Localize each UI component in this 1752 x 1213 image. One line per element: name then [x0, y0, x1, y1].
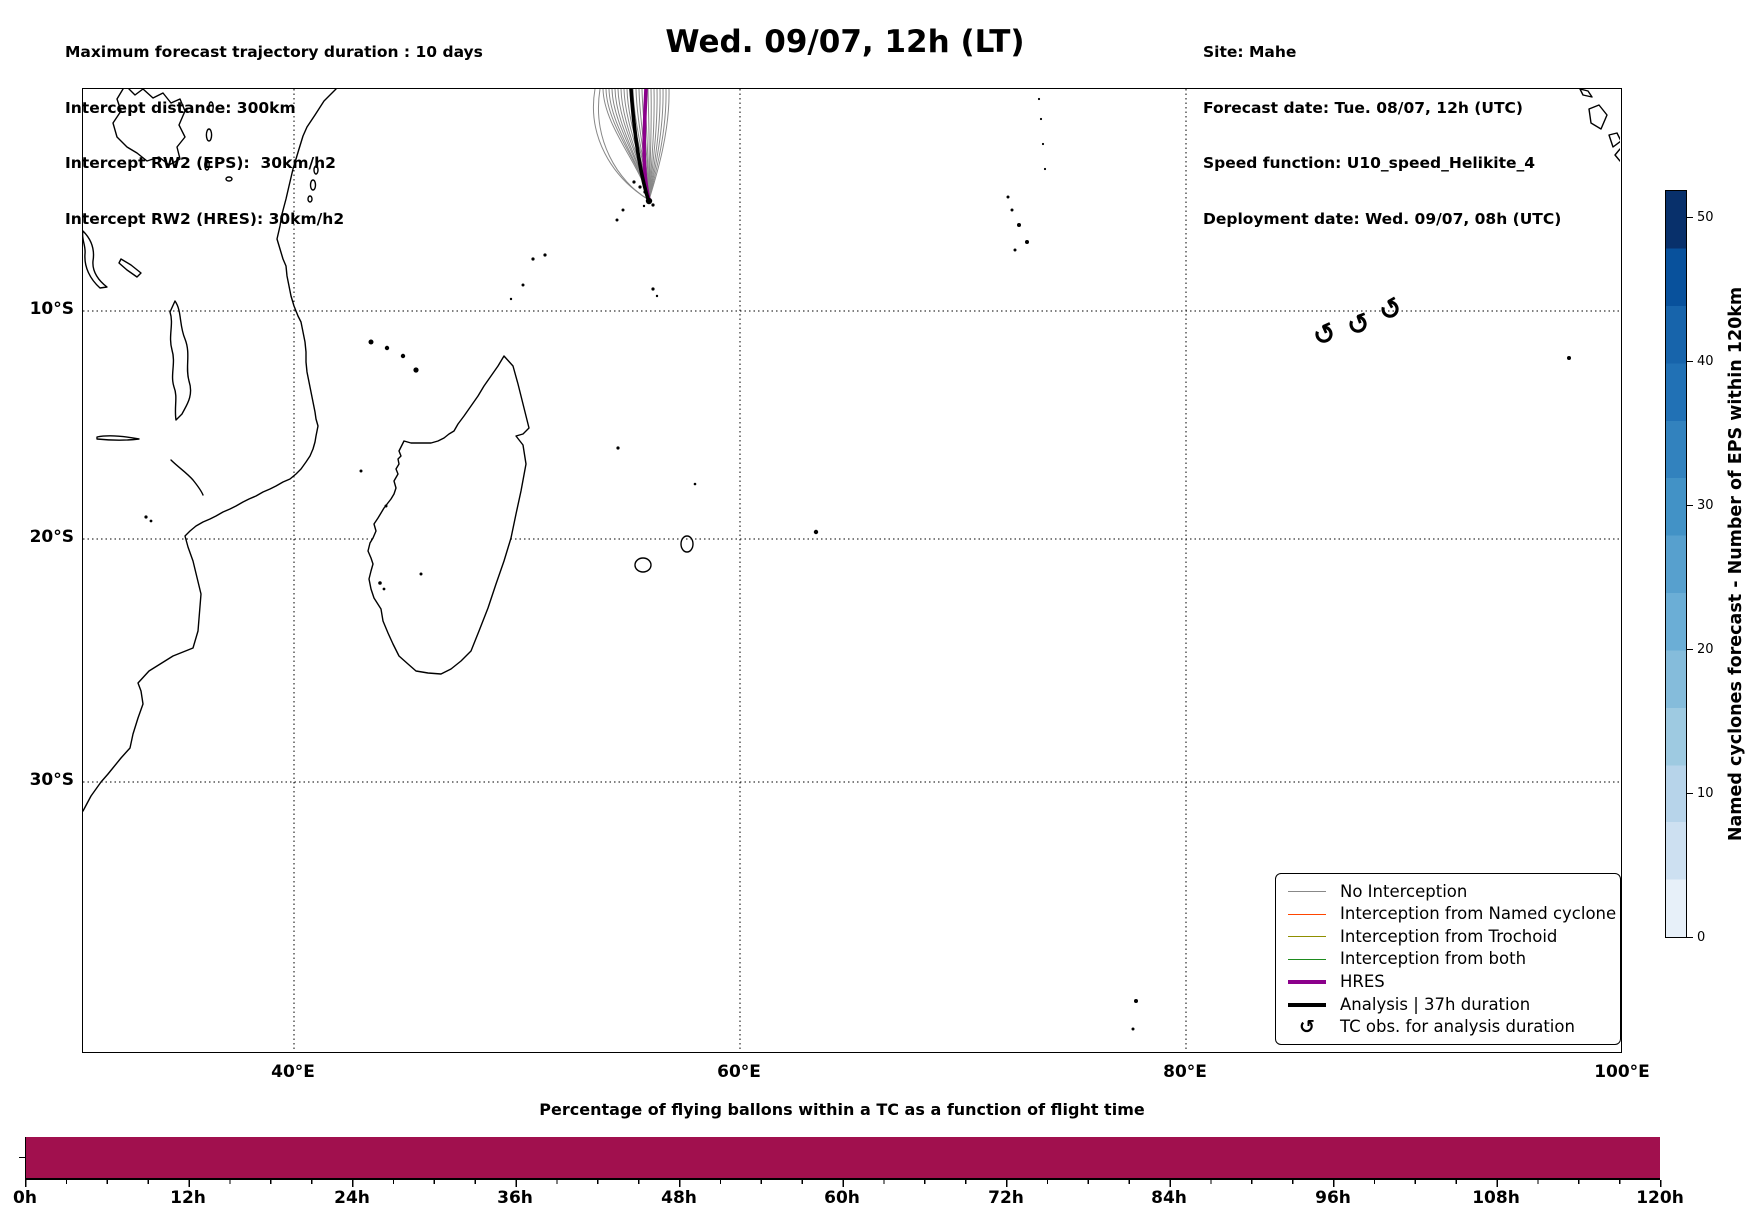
sumatra-fragment	[1608, 132, 1622, 148]
legend-item-label: Analysis | 37h duration	[1340, 994, 1531, 1014]
zambezi-river	[170, 459, 204, 496]
colorbar-tick	[1687, 793, 1693, 795]
figure-title: Wed. 09/07, 12h (LT)	[665, 24, 1025, 60]
time-tick-label: 108h	[1472, 1188, 1520, 1208]
lon-tick-label: 40°E	[271, 1062, 315, 1082]
time-tick-label: 84h	[1151, 1188, 1187, 1208]
map-panel: ↺ ↺ ↺	[81, 87, 1622, 1053]
colorbar-tick	[1687, 649, 1693, 651]
colorbar-tick-label: 30	[1697, 498, 1714, 513]
small-lake	[208, 101, 214, 113]
madagascar-coastline	[367, 355, 530, 675]
legend-item-label: Interception from Trochoid	[1340, 926, 1558, 946]
colorbar-tick-label: 50	[1697, 210, 1714, 225]
island	[309, 179, 317, 191]
info-line: Intercept RW2 (HRES): 30km/h2	[65, 209, 345, 228]
small-lake	[225, 176, 233, 182]
tc-observation-markers: ↺ ↺ ↺	[1308, 291, 1408, 354]
lon-tick-label: 100°E	[1594, 1062, 1650, 1082]
info-line: Site: Mahe	[1203, 43, 1297, 61]
info-line: Forecast date: Tue. 08/07, 12h (UTC)	[1203, 98, 1524, 117]
purple-line-swatch	[1288, 980, 1326, 985]
tc-marker-icon: ↺	[1373, 291, 1408, 329]
tc-marker-icon: ↺	[1299, 1015, 1315, 1038]
legend-item-hres: HRES	[1288, 972, 1610, 993]
launch-site-marker	[642, 197, 655, 208]
black-line-swatch	[1288, 1002, 1326, 1007]
island	[307, 195, 313, 203]
lat-tick-label: 30°S	[29, 770, 74, 790]
percentage-chart-title: Percentage of flying ballons within a TC…	[539, 1100, 1145, 1119]
info-block-right: Site: Mahe Forecast date: Tue. 08/07, 12…	[1203, 6, 1561, 265]
lake-malawi	[169, 300, 192, 421]
colorbar-tick	[1687, 505, 1693, 507]
lake-tanganyika	[81, 230, 108, 289]
legend-item-named-cyclone: Interception from Named cyclone	[1288, 904, 1616, 925]
time-tick-label: 48h	[661, 1188, 697, 1208]
colorbar-tick	[1687, 937, 1693, 939]
legend-item-label: No Interception	[1340, 881, 1468, 901]
time-tick-label: 96h	[1315, 1188, 1351, 1208]
island	[313, 165, 319, 175]
lake-rukwa	[118, 258, 142, 278]
legend-item-trochoid: Interception from Trochoid	[1288, 926, 1610, 947]
time-tick-label: 0h	[13, 1188, 37, 1208]
legend-item-no-interception: No Interception	[1288, 881, 1610, 902]
time-tick-label: 36h	[497, 1188, 533, 1208]
eps-count-colorbar	[1665, 190, 1687, 938]
small-lake	[205, 128, 213, 142]
colorbar-tick-label: 40	[1697, 354, 1714, 369]
legend-item-label: HRES	[1340, 972, 1385, 992]
gray-line-swatch	[1288, 891, 1326, 892]
island-mauritius	[680, 535, 694, 553]
lat-tick-label: 20°S	[29, 527, 74, 547]
time-tick-label: 120h	[1636, 1188, 1684, 1208]
legend-item-analysis: Analysis | 37h duration	[1288, 994, 1610, 1015]
small-lake	[204, 159, 210, 171]
eps-trajectories	[593, 88, 670, 201]
sumatra-fragment	[1588, 104, 1608, 130]
colorbar-tick-label: 20	[1697, 642, 1714, 657]
tc-marker-icon: ↺	[1308, 316, 1341, 354]
map-canvas: ↺ ↺ ↺	[81, 87, 1622, 1051]
time-tick-label: 60h	[824, 1188, 860, 1208]
legend-item-label: Interception from Named cyclone	[1340, 904, 1617, 924]
percentage-bar	[25, 1137, 1660, 1180]
time-tick-label: 12h	[170, 1188, 206, 1208]
colorbar-tick-label: 0	[1697, 930, 1706, 945]
info-line: Deployment date: Wed. 09/07, 08h (UTC)	[1203, 209, 1562, 228]
map-legend: No Interception Interception from Named …	[1275, 873, 1621, 1045]
lake-cahora-bassa	[96, 435, 140, 441]
map-gridlines	[83, 89, 1620, 1051]
lon-tick-label: 80°E	[1163, 1062, 1207, 1082]
lon-tick-label: 60°E	[717, 1062, 761, 1082]
legend-item-label: Interception from both	[1340, 949, 1527, 969]
island-reunion	[634, 557, 652, 573]
sumatra-fragment	[1579, 88, 1593, 98]
time-tick-label: 72h	[988, 1188, 1024, 1208]
legend-item-both: Interception from both	[1288, 949, 1610, 970]
colorbar-tick-label: 10	[1697, 786, 1714, 801]
sumatra-fragment	[1614, 148, 1621, 162]
info-line: Speed function: U10_speed_Helikite_4	[1203, 154, 1536, 172]
legend-item-tc-obs: ↺ TC obs. for analysis duration	[1288, 1017, 1610, 1038]
percentage-major-ticks	[25, 1180, 1662, 1187]
time-tick-label: 24h	[334, 1188, 370, 1208]
colorbar-tick	[1687, 217, 1693, 219]
colorbar-label: Named cyclones forecast - Number of EPS …	[1726, 286, 1746, 842]
lake-victoria	[112, 88, 186, 166]
tc-marker-icon: ↺	[1343, 307, 1375, 344]
green-line-swatch	[1288, 958, 1326, 960]
colorbar-tick	[1687, 361, 1693, 363]
orange-line-swatch	[1288, 913, 1326, 915]
olive-line-swatch	[1288, 936, 1326, 938]
info-line: Maximum forecast trajectory duration : 1…	[65, 43, 483, 61]
lat-tick-label: 10°S	[29, 299, 74, 319]
analysis-trajectory	[629, 87, 650, 201]
africa-coastline	[82, 88, 337, 812]
legend-item-label: TC obs. for analysis duration	[1340, 1017, 1575, 1037]
percentage-yaxis-tick	[19, 1157, 25, 1159]
